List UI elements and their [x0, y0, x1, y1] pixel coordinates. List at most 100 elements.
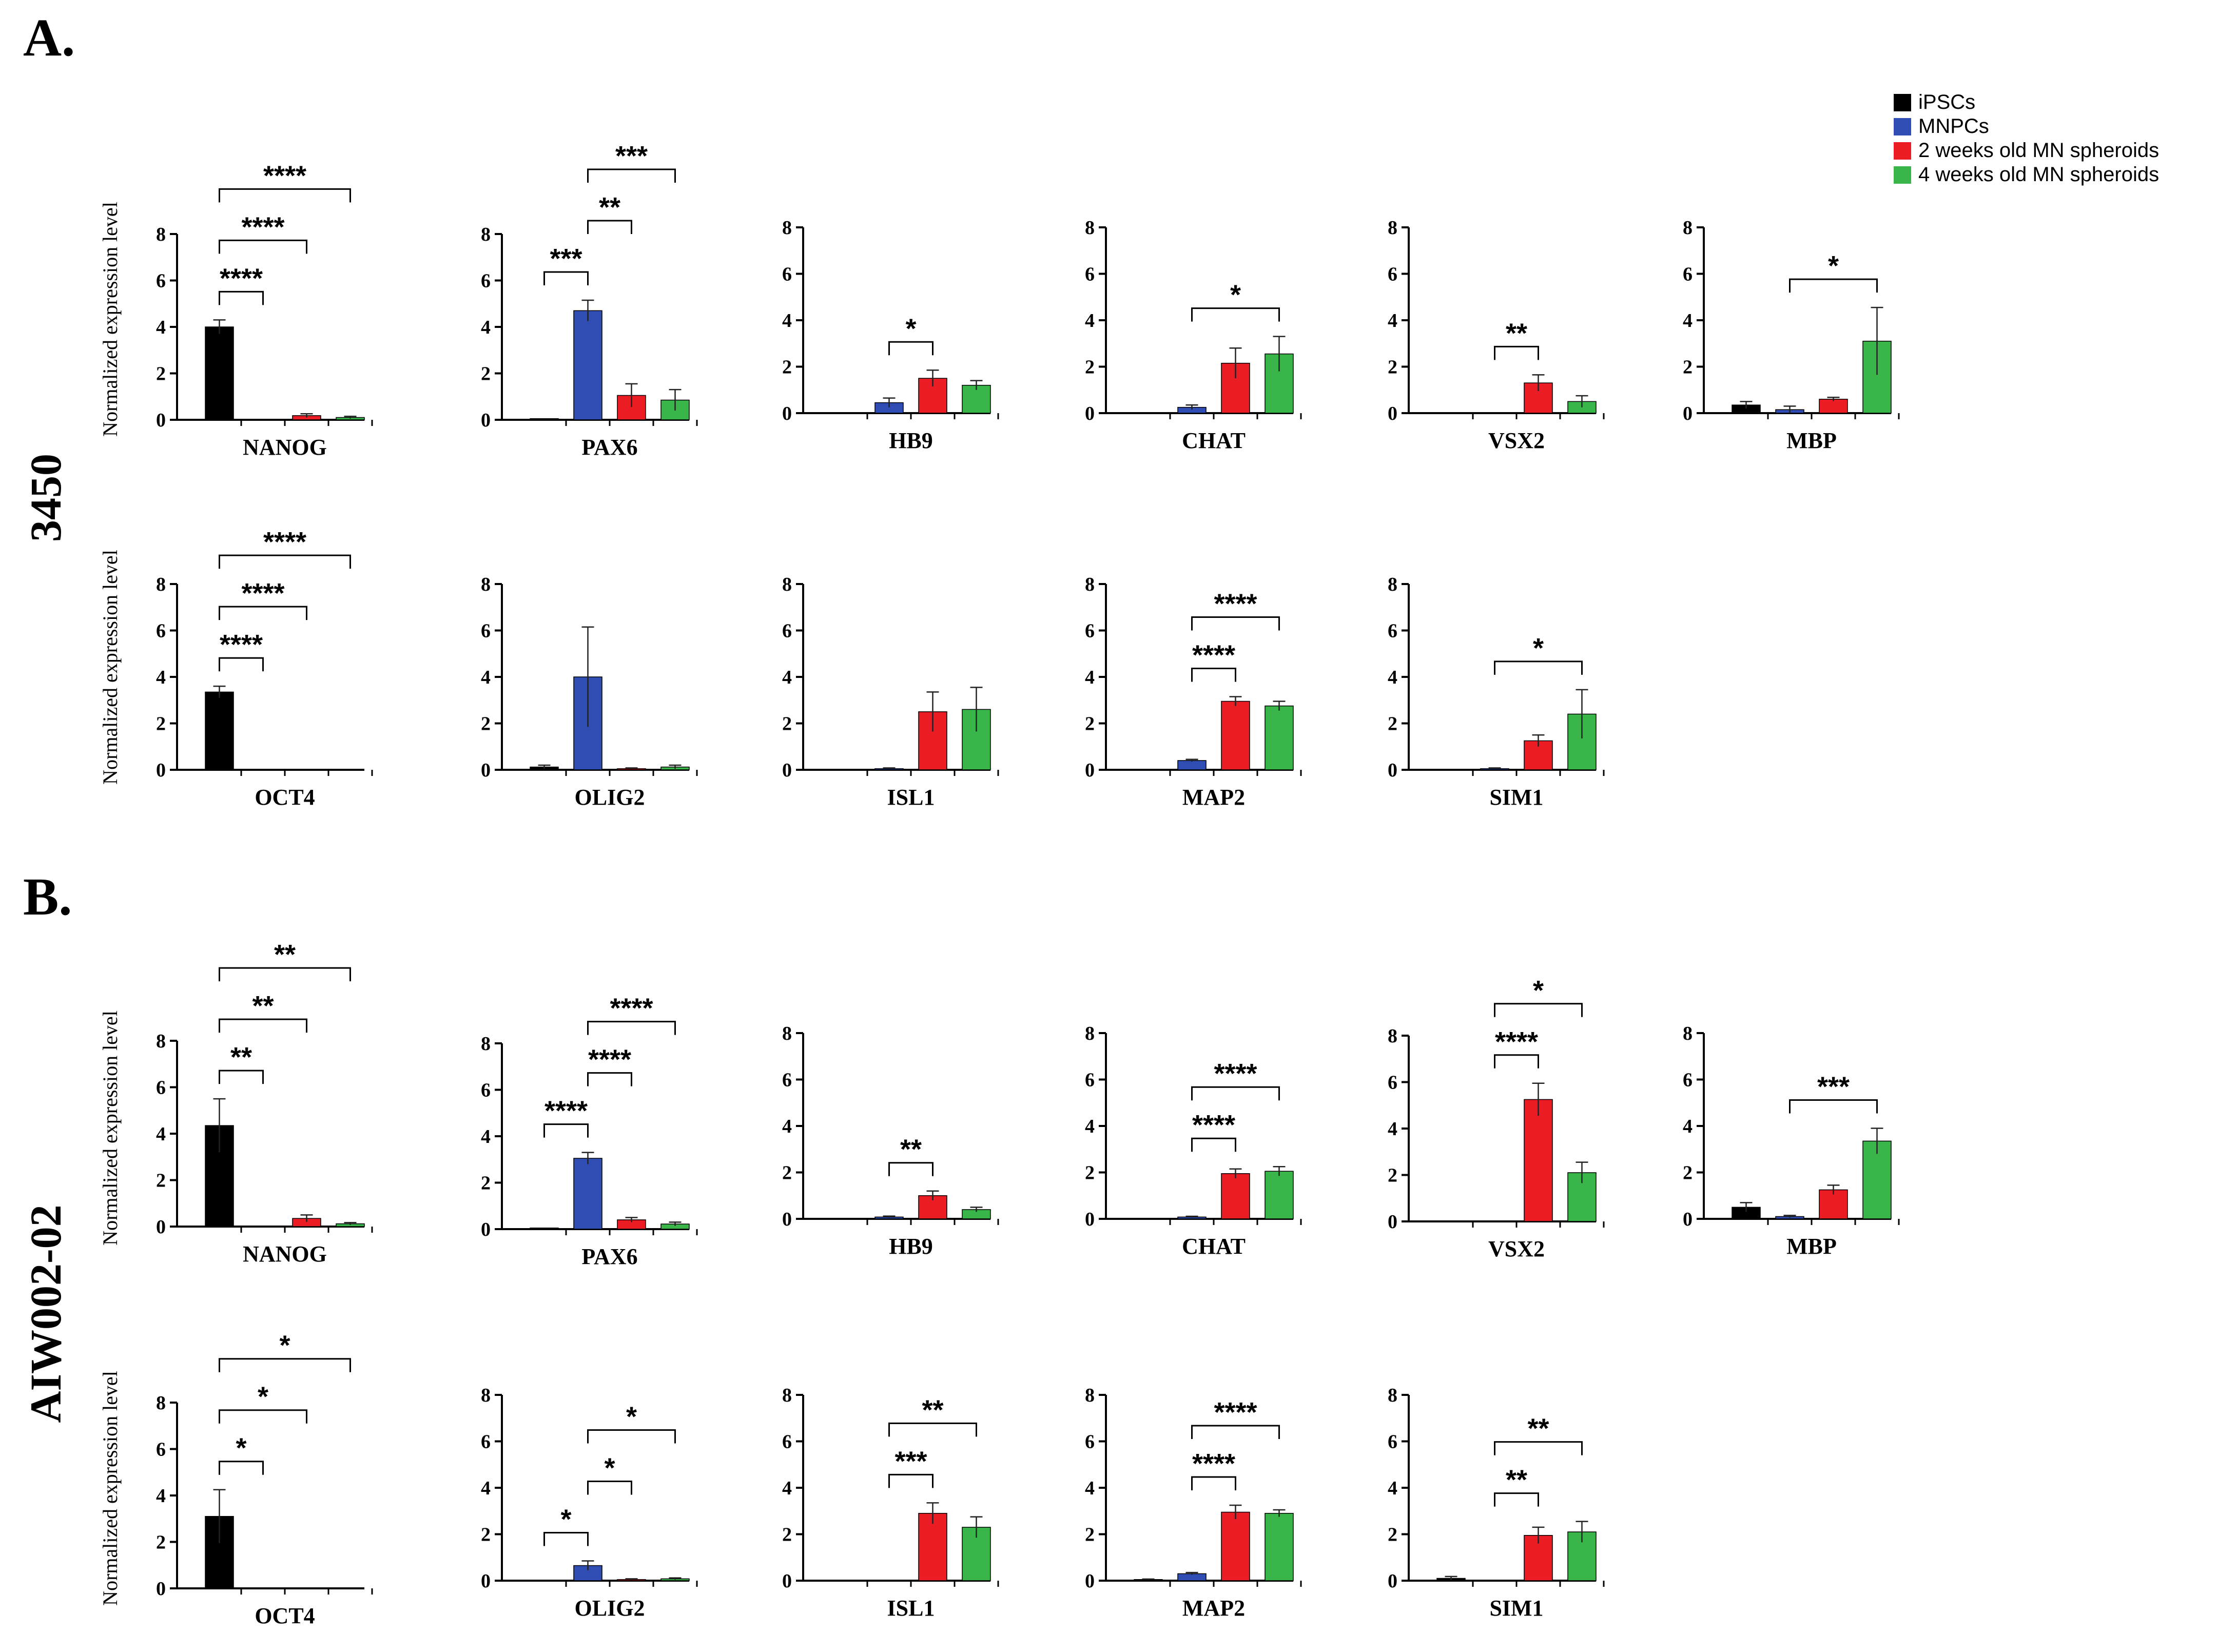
legend-label-mnpcs: MNPCs [1918, 115, 1989, 138]
gene-label: HB9 [889, 1234, 933, 1259]
y-tick-label: 0 [782, 1209, 792, 1230]
y-tick-label: 6 [1388, 264, 1397, 285]
y-tick-label: 0 [156, 1578, 166, 1600]
gene-label: MBP [1786, 428, 1837, 453]
bar-mnpcs [1177, 760, 1207, 770]
gene-label: NANOG [243, 1241, 327, 1267]
significance-label: **** [241, 578, 284, 609]
significance-label: **** [1214, 1058, 1257, 1089]
significance-bracket [587, 1429, 676, 1444]
y-tick-label: 2 [782, 713, 792, 735]
y-tick-label: 0 [1085, 1209, 1095, 1230]
y-tick-label: 4 [1388, 1478, 1397, 1499]
significance-bracket [219, 290, 264, 305]
gene-label: OLIG2 [575, 785, 645, 810]
significance-label: **** [1192, 1448, 1235, 1479]
y-tick-label: 4 [1085, 667, 1095, 688]
y-tick-label: 4 [782, 310, 792, 332]
chart-a-olig2: 0 2 4 6 8 OLIG2 [481, 574, 698, 810]
y-tick-label: 8 [1683, 1023, 1693, 1044]
significance-label: *** [894, 1446, 927, 1476]
y-tick-label: 8 [782, 1023, 792, 1044]
y-tick-label: 0 [1388, 760, 1397, 781]
y-tick-label: 0 [1085, 403, 1095, 424]
significance-label: *** [615, 141, 648, 171]
chart-a-sim1: 0 2 4 6 8 * SIM1 [1388, 574, 1605, 810]
y-tick-label: 4 [782, 1478, 792, 1499]
significance-label: **** [263, 160, 306, 191]
significance-label: **** [263, 527, 306, 557]
significance-label: **** [588, 1044, 631, 1075]
bar-ipscs [205, 326, 234, 420]
y-tick-label: 0 [1388, 1570, 1397, 1592]
bar-mnpcs [573, 310, 602, 420]
y-tick-label: 4 [1085, 1478, 1095, 1499]
significance-bracket [1494, 1054, 1539, 1068]
y-tick-label: 2 [1388, 1524, 1397, 1546]
y-tick-label: 6 [156, 1077, 166, 1099]
y-tick-label: 2 [782, 1524, 792, 1546]
significance-bracket [587, 1021, 676, 1035]
y-tick-label: 0 [1085, 760, 1095, 781]
y-tick-label: 8 [782, 1385, 792, 1406]
significance-bracket [1191, 1425, 1280, 1439]
y-tick-label: 8 [481, 1033, 491, 1055]
significance-label: **** [220, 263, 263, 294]
significance-bracket [1789, 1099, 1878, 1114]
gene-label: SIM1 [1489, 785, 1543, 810]
y-tick-label: 2 [1683, 357, 1693, 378]
cell-line-label-b: AIW002-02 [21, 1204, 70, 1423]
significance-bracket [888, 1422, 977, 1437]
significance-label: * [1828, 250, 1839, 281]
significance-label: **** [1495, 1026, 1538, 1057]
y-tick-label: 0 [1388, 403, 1397, 424]
y-tick-label: 2 [156, 713, 166, 735]
legend-label-ipscs: iPSCs [1918, 91, 1975, 113]
panel-label-b: B. [23, 867, 72, 926]
y-tick-label: 6 [782, 1431, 792, 1453]
y-tick-label: 0 [481, 410, 491, 431]
y-tick-label: 4 [156, 317, 166, 338]
y-tick-label: 6 [156, 270, 166, 292]
y-tick-label: 4 [1388, 310, 1397, 332]
gene-label: ISL1 [887, 1596, 935, 1621]
chart-a-map2: 0 2 4 6 8 **** **** MAP2 [1085, 574, 1302, 810]
gene-label: OLIG2 [575, 1596, 645, 1621]
significance-label: * [604, 1453, 615, 1484]
gene-label: SIM1 [1489, 1596, 1543, 1621]
gene-label: CHAT [1182, 428, 1246, 453]
y-tick-label: 4 [782, 667, 792, 688]
significance-bracket [1191, 1137, 1236, 1152]
significance-bracket [219, 1358, 351, 1372]
y-tick-label: 2 [1388, 1165, 1397, 1187]
panel-label-a: A. [23, 8, 75, 67]
y-tick-label: 4 [1388, 1118, 1397, 1140]
y-tick-label: 8 [481, 224, 491, 245]
gene-label: NANOG [243, 435, 327, 460]
y-tick-label: 2 [782, 357, 792, 378]
significance-label: ** [230, 1042, 252, 1073]
gene-label: VSX2 [1488, 428, 1545, 453]
chart-b-oct4: 0 2 4 6 8 * * * OCT4 [156, 1330, 373, 1628]
significance-label: * [258, 1382, 268, 1412]
gene-label: VSX2 [1488, 1236, 1545, 1261]
y-tick-label: 6 [782, 264, 792, 285]
bar-4w [1265, 705, 1294, 770]
y-tick-label: 2 [481, 1173, 491, 1194]
y-tick-label: 8 [1085, 217, 1095, 239]
y-tick-label: 2 [782, 1162, 792, 1184]
significance-bracket [587, 1481, 632, 1495]
bar-2w [1221, 1511, 1250, 1581]
y-tick-label: 8 [156, 1031, 166, 1052]
significance-label: **** [1214, 1397, 1257, 1428]
cell-line-label-a: 3450 [21, 454, 70, 542]
ylabel-a-row2: Normalized expression level [99, 550, 122, 785]
y-tick-label: 6 [1388, 620, 1397, 642]
significance-bracket [587, 220, 632, 234]
gene-label: CHAT [1182, 1234, 1246, 1259]
legend-swatch-ipscs [1894, 94, 1911, 111]
significance-label: **** [241, 211, 284, 242]
y-tick-label: 0 [156, 410, 166, 431]
